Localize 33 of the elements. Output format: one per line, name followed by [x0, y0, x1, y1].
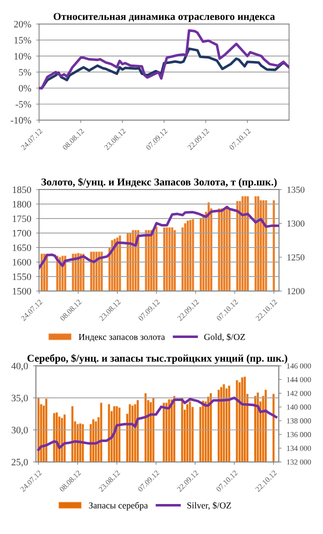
y-tick-label: 0%	[18, 85, 32, 92]
y2-tick-label: 1300	[288, 220, 304, 227]
chart-title: Серебро, $/унц. и запасы тыс.тройцких унций (пр. шк.)	[27, 354, 288, 364]
y2-tick-label: 1200	[288, 288, 304, 294]
y-tick-label: 25,0	[12, 458, 28, 467]
legend-label: Индекс запасов золота	[78, 334, 165, 342]
y-tick-label: 30,0	[12, 426, 28, 435]
y-tick-label: 1700	[12, 230, 32, 237]
y-tick-label: 1550	[12, 273, 32, 280]
y-tick-label: 40,0	[11, 362, 28, 371]
y-tick-label: 1750	[12, 215, 32, 222]
y-tick-label: 1500	[12, 288, 32, 294]
chart-title: Золото, $/унц. и Индекс Запасов Золота, т (пр.шк.)	[41, 178, 277, 188]
line-series	[39, 206, 280, 270]
y-tick-label: 1850	[12, 186, 32, 194]
y-tick-label: 15%	[14, 36, 32, 44]
y2-tick-label: 1250	[288, 254, 304, 260]
legend-label: Silver, $/OZ	[187, 502, 232, 510]
line-series	[37, 396, 278, 451]
legend-label: Запасы серебра	[89, 502, 148, 510]
y-tick-label: -5%	[16, 101, 32, 108]
y2-tick-label: 1350	[288, 186, 304, 193]
y-tick-label: 10%	[14, 52, 32, 60]
y-tick-label: 1800	[12, 200, 32, 208]
legend-label: Gold, $/OZ	[204, 333, 245, 342]
line-series	[39, 29, 290, 90]
chart-title: Относительная динамика отраслевого индекса	[54, 12, 275, 22]
y-tick-label: 5%	[19, 69, 32, 76]
y-tick-label: 35,0	[12, 394, 28, 403]
y-tick-label: -10%	[10, 117, 32, 124]
y-tick-label: 20%	[14, 20, 32, 28]
y-tick-label: 1650	[12, 244, 32, 252]
y-tick-label: 1600	[12, 258, 32, 266]
